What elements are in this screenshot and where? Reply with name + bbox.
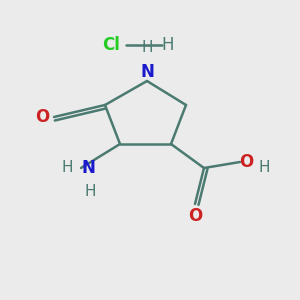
Text: O: O [188, 207, 202, 225]
Text: O: O [239, 153, 253, 171]
Text: H: H [84, 184, 96, 200]
Text: N: N [82, 159, 95, 177]
Text: N: N [140, 63, 154, 81]
Text: H: H [141, 40, 153, 56]
Text: O: O [35, 108, 49, 126]
Text: Cl: Cl [102, 36, 120, 54]
Text: H: H [62, 160, 73, 175]
Text: H: H [162, 36, 174, 54]
Text: H: H [258, 160, 270, 175]
